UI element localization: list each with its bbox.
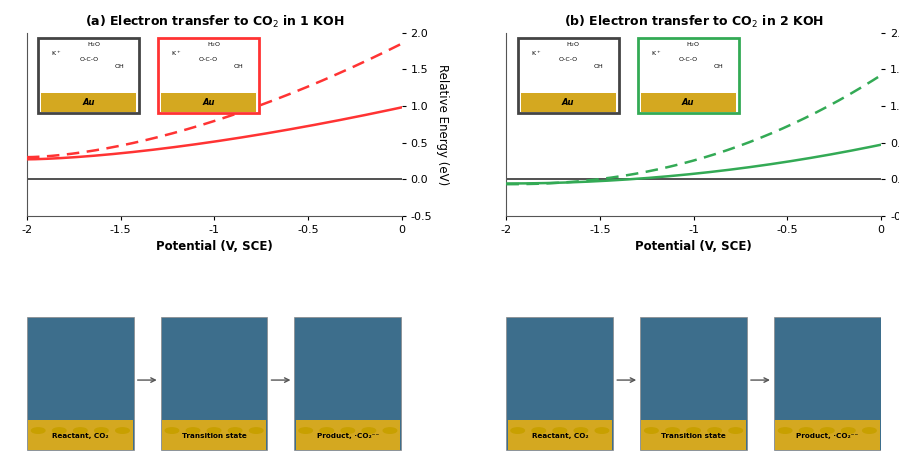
- X-axis label: Potential (V, SCE): Potential (V, SCE): [636, 240, 752, 253]
- FancyBboxPatch shape: [28, 420, 132, 450]
- Text: Reactant, CO₂: Reactant, CO₂: [531, 433, 588, 439]
- Circle shape: [383, 428, 396, 433]
- Text: Transition state: Transition state: [182, 433, 246, 439]
- Text: Au: Au: [83, 98, 95, 107]
- Circle shape: [511, 428, 524, 433]
- FancyBboxPatch shape: [27, 316, 134, 450]
- FancyBboxPatch shape: [158, 38, 259, 113]
- Circle shape: [799, 428, 813, 433]
- FancyBboxPatch shape: [521, 93, 616, 112]
- Text: OH: OH: [114, 64, 124, 69]
- FancyBboxPatch shape: [294, 316, 401, 450]
- Text: O-C-O: O-C-O: [199, 57, 218, 62]
- Text: OH: OH: [234, 64, 244, 69]
- FancyBboxPatch shape: [774, 316, 881, 450]
- Text: Reactant, CO₂: Reactant, CO₂: [52, 433, 109, 439]
- Circle shape: [249, 428, 263, 433]
- Text: O-C-O: O-C-O: [79, 57, 98, 62]
- Text: H$_2$O: H$_2$O: [566, 40, 581, 49]
- Circle shape: [574, 428, 588, 433]
- FancyBboxPatch shape: [775, 420, 879, 450]
- FancyBboxPatch shape: [161, 316, 267, 450]
- FancyBboxPatch shape: [640, 316, 747, 450]
- Circle shape: [863, 428, 877, 433]
- Circle shape: [320, 428, 334, 433]
- Text: OH: OH: [593, 64, 603, 69]
- Circle shape: [841, 428, 855, 433]
- Text: O-C-O: O-C-O: [558, 57, 578, 62]
- Circle shape: [729, 428, 743, 433]
- Text: H$_2$O: H$_2$O: [86, 40, 101, 49]
- Title: (a) Electron transfer to CO$_2$ in 1 KOH: (a) Electron transfer to CO$_2$ in 1 KOH: [85, 14, 344, 30]
- Text: Au: Au: [202, 98, 215, 107]
- Circle shape: [341, 428, 354, 433]
- Circle shape: [298, 428, 313, 433]
- Circle shape: [687, 428, 700, 433]
- Circle shape: [165, 428, 179, 433]
- Y-axis label: Relative Energy (eV): Relative Energy (eV): [436, 64, 449, 185]
- Text: OH: OH: [714, 64, 724, 69]
- Text: Au: Au: [681, 98, 694, 107]
- Circle shape: [821, 428, 834, 433]
- Circle shape: [645, 428, 658, 433]
- Text: Transition state: Transition state: [661, 433, 725, 439]
- Title: (b) Electron transfer to CO$_2$ in 2 KOH: (b) Electron transfer to CO$_2$ in 2 KOH: [564, 14, 823, 30]
- Circle shape: [779, 428, 792, 433]
- Text: K$^+$: K$^+$: [51, 49, 61, 58]
- X-axis label: Potential (V, SCE): Potential (V, SCE): [156, 240, 272, 253]
- Circle shape: [362, 428, 376, 433]
- Circle shape: [532, 428, 546, 433]
- FancyBboxPatch shape: [296, 420, 400, 450]
- Circle shape: [208, 428, 221, 433]
- Text: Product, ·CO₂⁻⁻: Product, ·CO₂⁻⁻: [797, 433, 859, 439]
- FancyBboxPatch shape: [41, 93, 137, 112]
- Text: O-C-O: O-C-O: [679, 57, 698, 62]
- Circle shape: [595, 428, 609, 433]
- Circle shape: [553, 428, 566, 433]
- Circle shape: [228, 428, 242, 433]
- Circle shape: [116, 428, 129, 433]
- FancyBboxPatch shape: [641, 420, 746, 450]
- Text: Au: Au: [562, 98, 574, 107]
- FancyBboxPatch shape: [508, 420, 612, 450]
- Circle shape: [186, 428, 200, 433]
- Text: K$^+$: K$^+$: [171, 49, 182, 58]
- FancyBboxPatch shape: [38, 38, 139, 113]
- FancyBboxPatch shape: [506, 316, 613, 450]
- FancyBboxPatch shape: [161, 93, 256, 112]
- Circle shape: [74, 428, 87, 433]
- FancyBboxPatch shape: [640, 93, 735, 112]
- Text: K$^+$: K$^+$: [651, 49, 661, 58]
- FancyBboxPatch shape: [518, 38, 619, 113]
- FancyBboxPatch shape: [162, 420, 266, 450]
- FancyBboxPatch shape: [637, 38, 739, 113]
- Circle shape: [94, 428, 108, 433]
- Circle shape: [708, 428, 721, 433]
- Circle shape: [31, 428, 45, 433]
- Text: Product, ·CO₂⁻⁻: Product, ·CO₂⁻⁻: [316, 433, 379, 439]
- Circle shape: [52, 428, 66, 433]
- Text: H$_2$O: H$_2$O: [207, 40, 221, 49]
- Text: K$^+$: K$^+$: [530, 49, 541, 58]
- Circle shape: [666, 428, 680, 433]
- Text: H$_2$O: H$_2$O: [686, 40, 700, 49]
